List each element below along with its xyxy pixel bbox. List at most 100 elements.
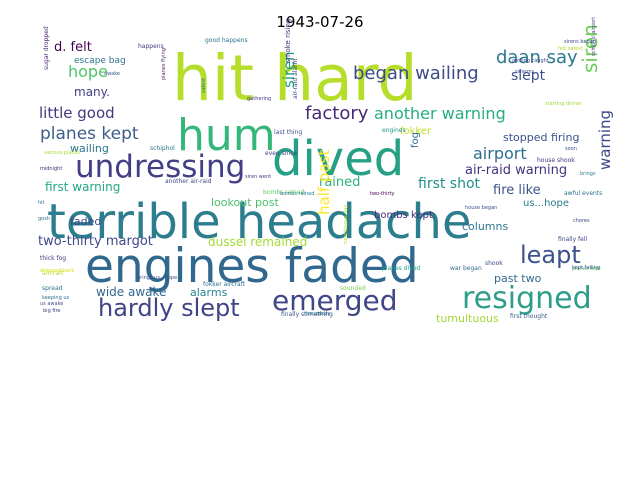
word-cloud-term: planes flying xyxy=(161,48,167,80)
word-cloud-term: planes kept xyxy=(40,124,139,144)
word-cloud-term: two-thirty xyxy=(370,191,395,197)
word-cloud-term: wide awake xyxy=(96,285,166,299)
word-cloud-term: d. felt xyxy=(54,40,92,55)
word-cloud-term: hum xyxy=(177,110,276,161)
word-cloud-term: soon xyxy=(565,146,577,152)
word-cloud-term: bombs rained xyxy=(280,191,314,197)
word-cloud-term: thick fog xyxy=(40,255,66,262)
word-cloud-term: getting caught xyxy=(512,58,549,64)
word-cloud-term: engines xyxy=(382,127,406,134)
word-cloud-term: dived xyxy=(272,131,404,187)
word-cloud-term: hardly slept xyxy=(98,294,240,322)
word-cloud-term: two-thirty margot xyxy=(38,234,153,249)
word-cloud-term: keeping us xyxy=(42,295,70,301)
word-cloud-term: tumultuous xyxy=(436,312,499,325)
word-cloud-term: gathering xyxy=(247,96,271,102)
word-cloud-term: daan say xyxy=(496,47,578,68)
word-cloud-term: tumultuous day xyxy=(343,205,349,244)
word-cloud-term: last thing xyxy=(274,129,302,136)
word-cloud-term: siren went xyxy=(245,174,271,180)
word-cloud-term: gosh xyxy=(38,216,50,222)
word-cloud-term: slept xyxy=(511,68,546,84)
word-cloud-term: schiphol airport xyxy=(591,17,597,56)
word-cloud-term: factory xyxy=(305,103,369,124)
word-cloud-term: fokker aircraft xyxy=(203,281,246,288)
word-cloud-term: alarms xyxy=(190,286,228,299)
word-cloud-term: schiphol xyxy=(150,145,175,152)
word-cloud-term: us awake xyxy=(40,301,63,307)
word-cloud-term: war began xyxy=(450,265,482,272)
word-cloud-term: finally something xyxy=(281,311,333,318)
word-cloud-term: house began xyxy=(465,205,497,211)
word-cloud-term: sirens began xyxy=(564,39,596,45)
word-cloud-term: various places xyxy=(44,150,80,156)
word-cloud-term: awful events xyxy=(564,190,602,197)
word-cloud-term: siren xyxy=(578,24,602,73)
word-cloud-term: lookout post xyxy=(211,196,279,209)
word-cloud-term: planes dived xyxy=(382,265,420,272)
word-cloud-term: another air-raid xyxy=(165,178,212,185)
word-cloud-term: us...hope xyxy=(523,198,569,209)
word-cloud-term: hit hard xyxy=(172,42,417,115)
word-cloud-term: bombs rained xyxy=(263,189,304,196)
word-cloud-term: awake xyxy=(104,71,120,77)
word-cloud-term: air-raid alarm xyxy=(292,59,299,100)
word-cloud-term: brings us...hope xyxy=(137,275,177,281)
word-cloud-term: big fire xyxy=(43,308,61,314)
word-cloud-term: dussel remained xyxy=(208,235,307,249)
word-cloud-term: engines faded xyxy=(85,239,419,294)
word-cloud-term: hope xyxy=(68,62,108,81)
word-cloud-term: fire like xyxy=(493,183,541,198)
word-cloud-term: escape bag xyxy=(74,56,126,66)
word-cloud-term: rained xyxy=(319,175,360,190)
word-cloud-term: sounded xyxy=(340,285,366,292)
word-cloud-term: even since xyxy=(265,150,298,157)
word-cloud-term: first warning xyxy=(45,180,120,194)
word-cloud-term: good happens xyxy=(205,37,248,44)
word-cloud-term: house shook xyxy=(537,157,575,164)
word-cloud-term: little good xyxy=(39,104,115,122)
word-cloud-term: dropped back xyxy=(40,268,74,274)
word-cloud-term: airport xyxy=(473,144,527,163)
word-cloud-term: many. xyxy=(74,85,110,99)
word-cloud-term: air-raid warning xyxy=(465,163,567,178)
word-cloud-term: resigned xyxy=(462,281,592,316)
word-cloud-term: fokker xyxy=(400,126,432,137)
word-cloud-term: smoke rising xyxy=(284,19,292,63)
word-cloud-term: planes kept xyxy=(572,266,601,272)
chart-title: 1943-07-26 xyxy=(276,13,364,31)
word-cloud-term: felt safest xyxy=(558,46,583,52)
word-cloud-term: past two xyxy=(494,272,542,285)
word-cloud-term: swarms xyxy=(515,69,535,75)
word-cloud-term: starting dinner xyxy=(545,101,583,107)
word-cloud-term: hit xyxy=(38,200,45,206)
word-cloud-term: half past xyxy=(315,150,333,215)
word-cloud-term: fog xyxy=(410,132,421,148)
word-cloud-term: chores xyxy=(573,218,590,224)
word-cloud-term: first thought xyxy=(510,313,548,320)
word-cloud-term: aircraft xyxy=(42,270,64,277)
word-cloud-term: happens xyxy=(138,43,164,50)
word-cloud-term: terrible headache xyxy=(47,194,472,250)
word-cloud-term: safest xyxy=(201,78,207,93)
word-cloud-term: emerged xyxy=(272,284,398,317)
word-cloud-term: spread xyxy=(42,285,63,292)
word-cloud-term: siren xyxy=(280,51,298,88)
word-cloud-term: warning xyxy=(596,110,614,170)
word-cloud-term: columns xyxy=(462,220,508,233)
word-cloud-term: leapt xyxy=(520,241,581,269)
word-cloud-term: another warning xyxy=(374,104,506,123)
word-cloud-term: undressing xyxy=(75,149,245,185)
word-cloud-term: thousands xyxy=(304,311,330,317)
word-cloud-term: kept falling xyxy=(572,265,600,271)
word-cloud-term: bombs kept xyxy=(374,210,433,221)
word-cloud-term: first shot xyxy=(418,176,481,192)
word-cloud-term: midnight xyxy=(40,166,62,172)
word-cloud-term: wailing xyxy=(70,142,109,155)
word-cloud-term: stopped firing xyxy=(503,131,579,144)
word-cloud-term: sugar dropped xyxy=(43,26,50,70)
word-cloud-term: began wailing xyxy=(353,63,479,84)
word-cloud-term: brings xyxy=(580,171,596,177)
word-cloud-term: faded xyxy=(70,215,101,228)
